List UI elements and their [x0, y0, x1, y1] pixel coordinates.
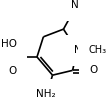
Text: HO: HO — [1, 39, 17, 49]
Text: O: O — [8, 66, 16, 76]
Text: N: N — [74, 45, 82, 55]
Text: CH₃: CH₃ — [88, 45, 106, 55]
Text: NH₂: NH₂ — [36, 89, 56, 99]
Text: O: O — [89, 65, 98, 75]
Text: N: N — [71, 0, 79, 10]
